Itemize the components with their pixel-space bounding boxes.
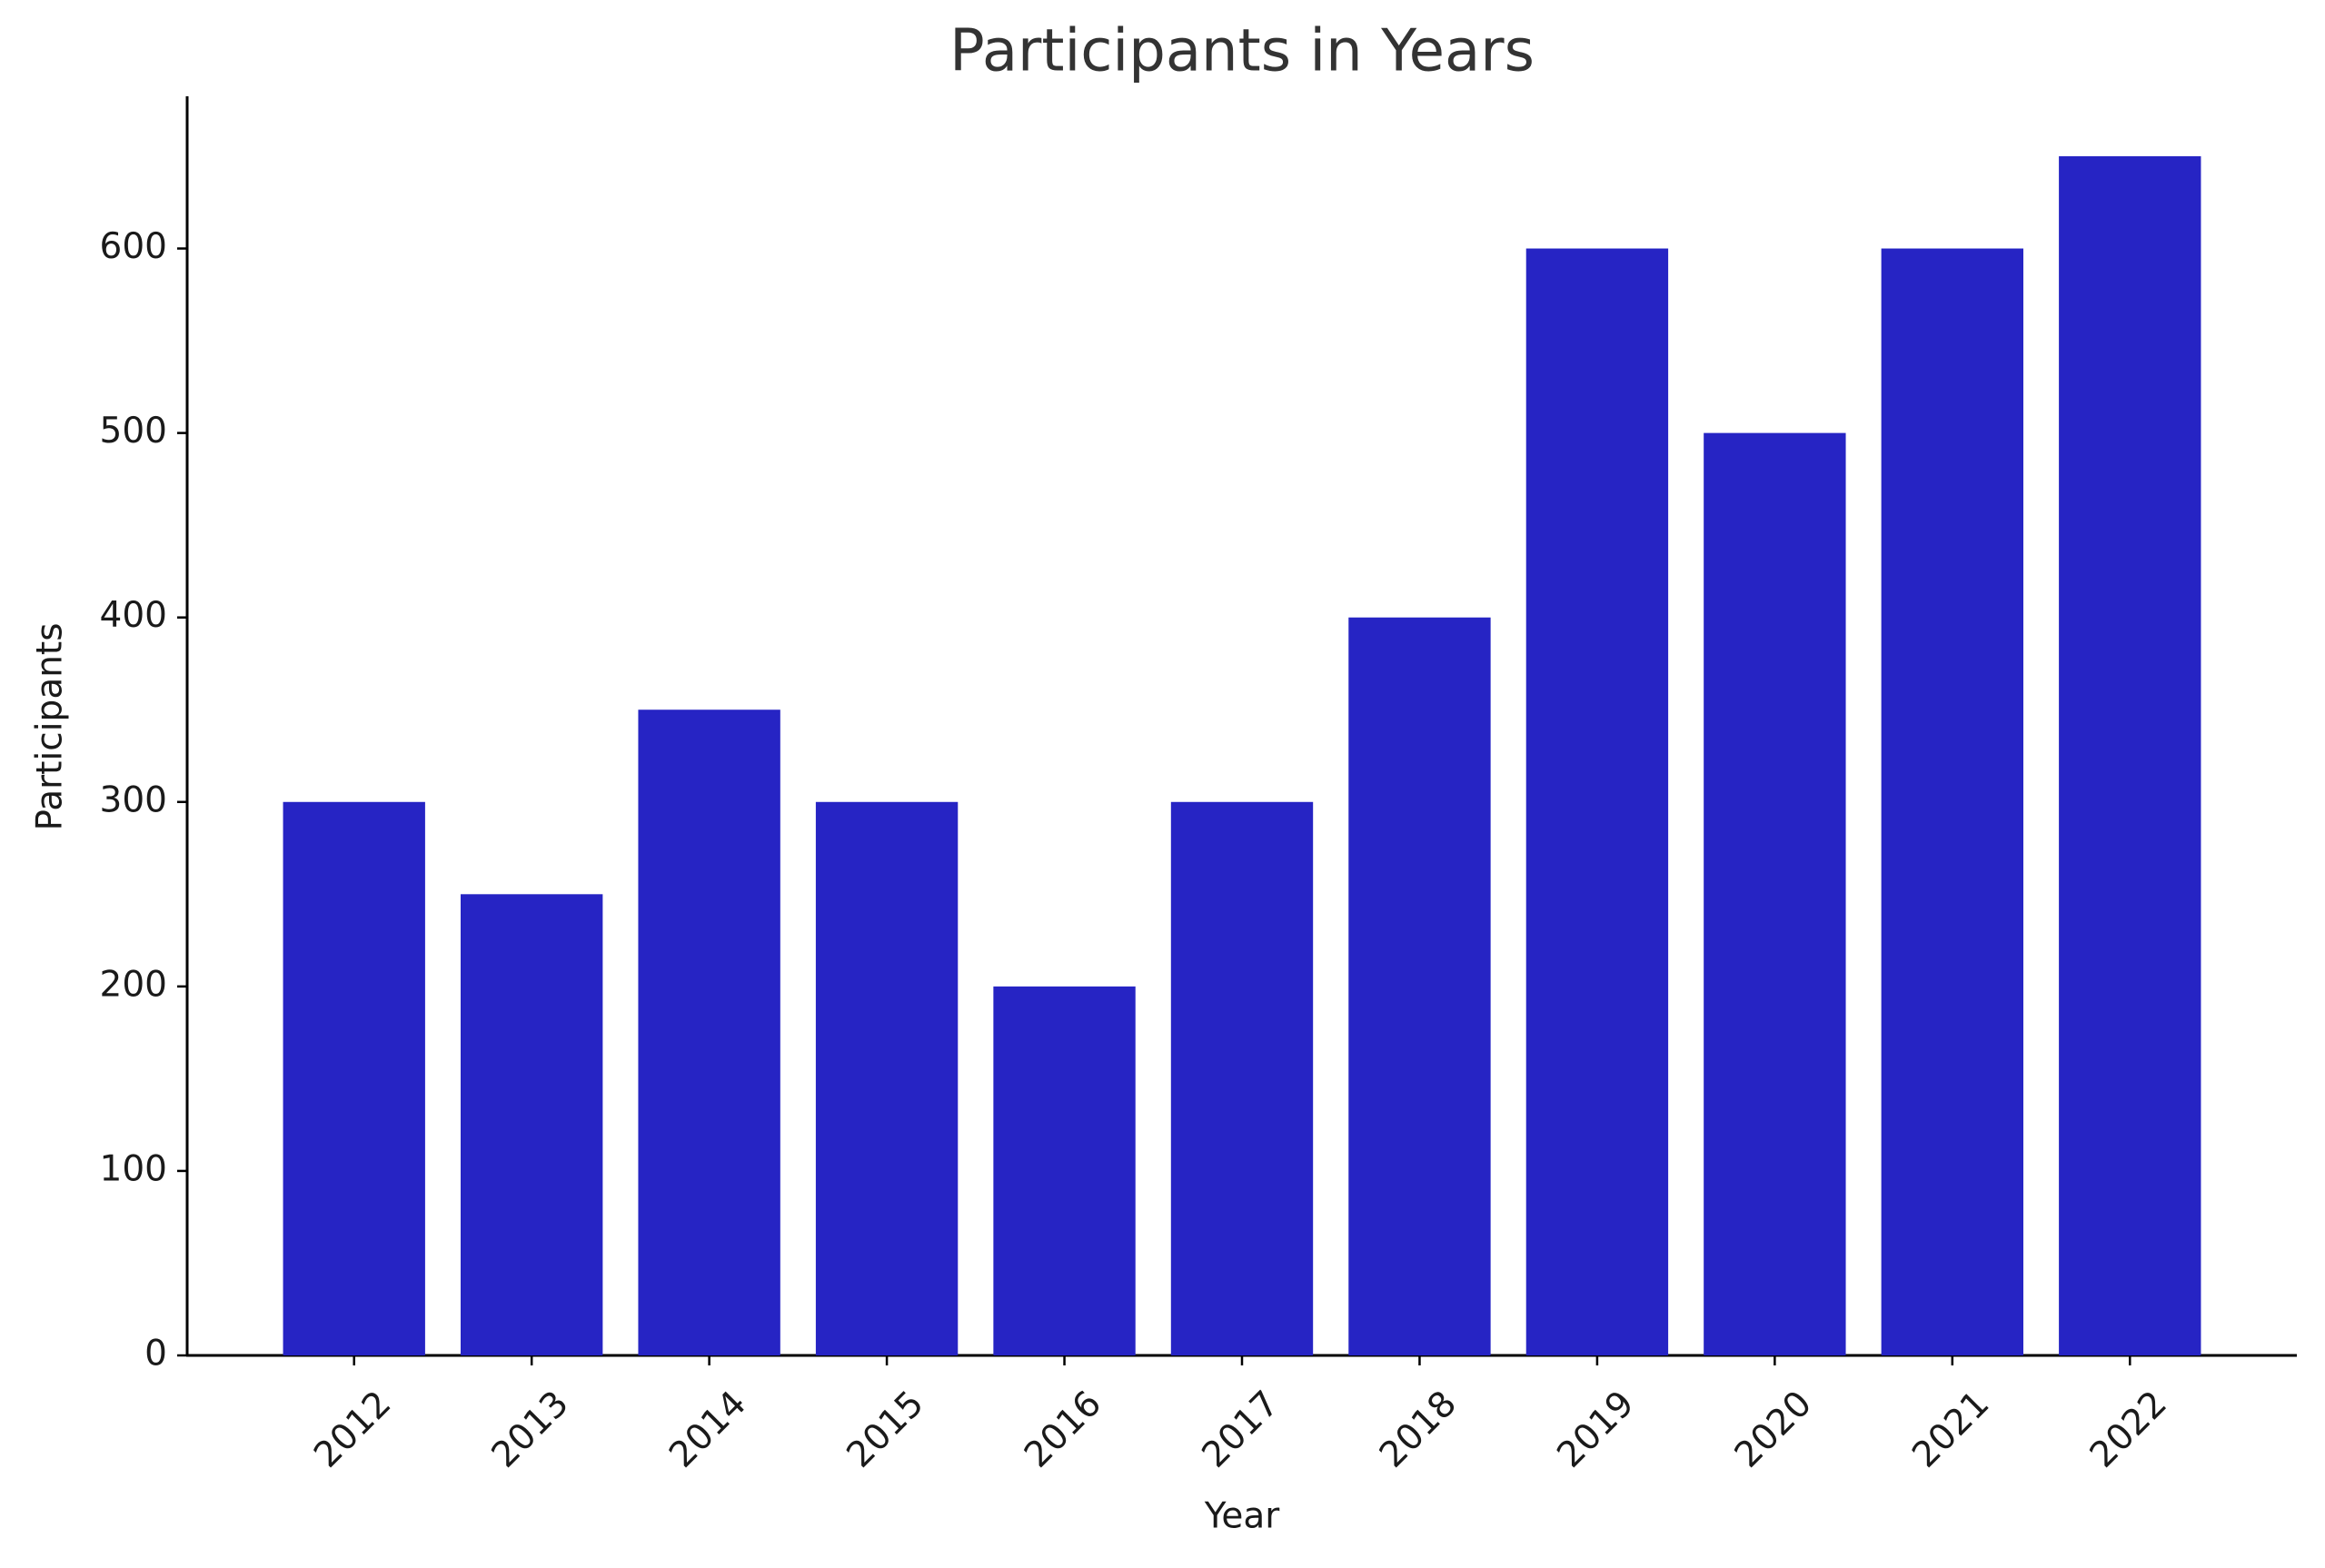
x-tick-label: 2016 <box>1017 1384 1109 1476</box>
bar <box>638 710 780 1355</box>
y-tick-label: 0 <box>144 1334 167 1374</box>
y-tick-label: 300 <box>100 779 167 820</box>
bar <box>815 801 959 1355</box>
bar <box>1881 248 2023 1355</box>
bar <box>283 801 425 1355</box>
y-tick-label: 100 <box>100 1148 167 1189</box>
x-tick-label: 2012 <box>306 1384 399 1476</box>
x-tick-label: 2019 <box>1549 1384 1642 1476</box>
bar <box>993 986 1136 1355</box>
y-tick-label: 400 <box>100 595 167 636</box>
x-tick-label: 2020 <box>1727 1384 1820 1476</box>
y-tick-label: 200 <box>100 964 167 1005</box>
y-tick-label: 500 <box>100 411 167 452</box>
y-tick-label: 600 <box>100 226 167 267</box>
bar <box>1525 248 1669 1355</box>
x-tick-label: 2022 <box>2082 1384 2175 1476</box>
x-tick-label: 2018 <box>1372 1384 1465 1476</box>
chart-title: Participants in Years <box>949 18 1535 85</box>
bar <box>1704 432 1846 1356</box>
x-tick-label: 2014 <box>661 1384 754 1476</box>
x-tick-label: 2021 <box>1904 1384 1997 1476</box>
bar <box>1348 617 1491 1355</box>
x-tick-label: 2017 <box>1195 1384 1287 1476</box>
y-axis-label: Participants <box>30 622 71 830</box>
bar <box>2059 156 2201 1355</box>
x-tick-label: 2013 <box>484 1384 577 1476</box>
bar <box>461 894 603 1355</box>
bar <box>1170 801 1314 1355</box>
x-axis-label: Year <box>1204 1496 1281 1537</box>
x-tick-label: 2015 <box>840 1384 932 1476</box>
